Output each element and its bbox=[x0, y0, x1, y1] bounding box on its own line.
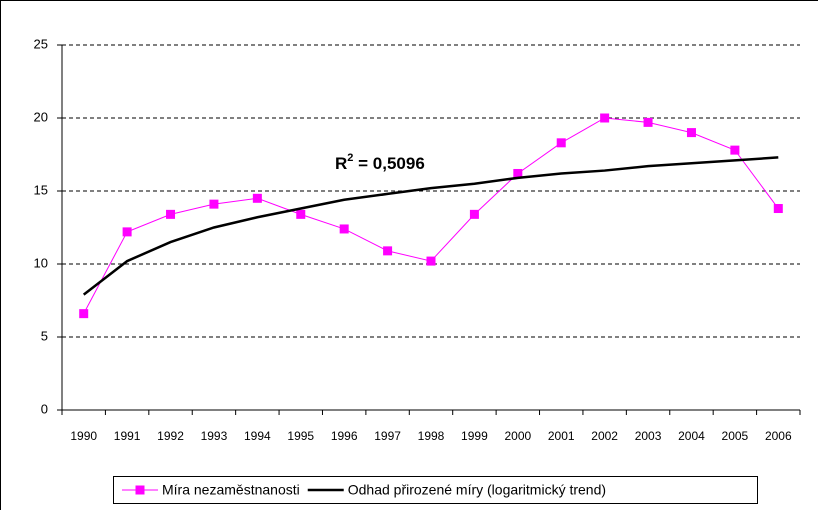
marker bbox=[122, 227, 132, 237]
legend-marker bbox=[135, 485, 145, 495]
marker bbox=[296, 209, 306, 219]
x-tick-label: 1995 bbox=[287, 429, 314, 443]
annotation-base: R bbox=[335, 154, 347, 173]
x-tick-label: 2000 bbox=[504, 429, 531, 443]
series-line bbox=[82, 156, 779, 296]
marker bbox=[252, 193, 262, 203]
marker bbox=[643, 117, 653, 127]
legend-box bbox=[113, 476, 758, 504]
marker bbox=[166, 209, 176, 219]
x-tick-label: 2001 bbox=[548, 429, 575, 443]
x-tick-label: 1991 bbox=[114, 429, 141, 443]
marker bbox=[600, 113, 610, 123]
r-squared: R2 = 0,5096 bbox=[335, 152, 425, 174]
y-tick-label: 15 bbox=[34, 182, 48, 197]
marker bbox=[383, 246, 393, 256]
legend-label: Odhad přirozené míry (logaritmický trend… bbox=[348, 482, 606, 498]
x-tick-label: 2005 bbox=[722, 429, 749, 443]
marker bbox=[556, 138, 566, 148]
marker bbox=[730, 145, 740, 155]
annotation-rest: = 0,5096 bbox=[353, 154, 424, 173]
marker bbox=[209, 199, 219, 209]
x-tick-label: 1990 bbox=[70, 429, 97, 443]
marker bbox=[426, 256, 436, 266]
legend-label: Míra nezaměstnanosti bbox=[162, 482, 300, 498]
x-tick-label: 1996 bbox=[331, 429, 358, 443]
y-tick-label: 10 bbox=[34, 255, 48, 270]
x-tick-label: 1994 bbox=[244, 429, 271, 443]
x-tick-label: 1992 bbox=[157, 429, 184, 443]
annotation-sup: 2 bbox=[347, 152, 353, 164]
marker bbox=[513, 168, 523, 178]
marker bbox=[773, 204, 783, 214]
y-tick-label: 0 bbox=[41, 401, 48, 416]
x-tick-label: 2006 bbox=[765, 429, 792, 443]
marker bbox=[686, 128, 696, 138]
y-tick-label: 25 bbox=[34, 36, 48, 51]
x-tick-label: 1997 bbox=[374, 429, 401, 443]
marker bbox=[79, 309, 89, 319]
x-tick-label: 1998 bbox=[418, 429, 445, 443]
x-tick-label: 2002 bbox=[591, 429, 618, 443]
marker bbox=[339, 224, 349, 234]
x-tick-label: 1993 bbox=[201, 429, 228, 443]
x-tick-label: 1999 bbox=[461, 429, 488, 443]
x-tick-label: 2004 bbox=[678, 429, 705, 443]
x-tick-label: 2003 bbox=[635, 429, 662, 443]
marker bbox=[469, 209, 479, 219]
y-tick-label: 5 bbox=[41, 328, 48, 343]
y-tick-label: 20 bbox=[34, 109, 48, 124]
